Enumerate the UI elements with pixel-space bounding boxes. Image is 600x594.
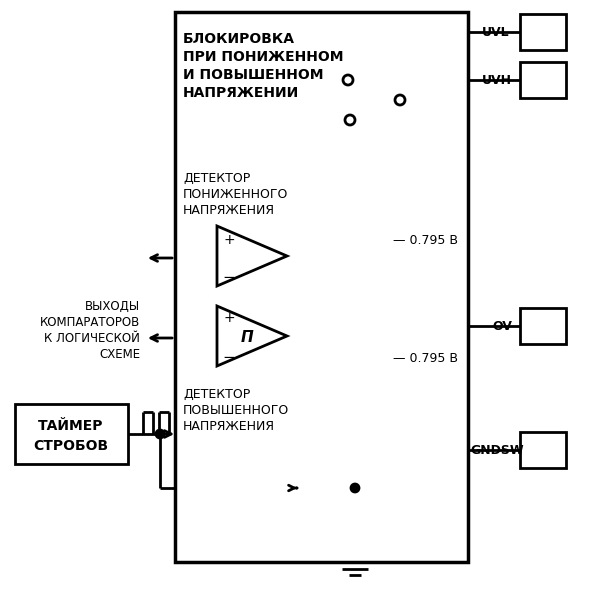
Circle shape bbox=[156, 430, 164, 438]
Text: ДЕТЕКТОР: ДЕТЕКТОР bbox=[183, 172, 250, 185]
Circle shape bbox=[343, 75, 353, 85]
Text: НАПРЯЖЕНИЯ: НАПРЯЖЕНИЯ bbox=[183, 204, 275, 217]
Text: КОМПАРАТОРОВ: КОМПАРАТОРОВ bbox=[40, 316, 140, 329]
Text: −: − bbox=[223, 350, 235, 365]
Text: — 0.795 В: — 0.795 В bbox=[393, 352, 458, 365]
Text: OV: OV bbox=[492, 320, 512, 333]
Polygon shape bbox=[217, 226, 287, 286]
Text: ПОНИЖЕННОГО: ПОНИЖЕННОГО bbox=[183, 188, 289, 201]
Text: +: + bbox=[223, 233, 235, 247]
Bar bbox=[520, 62, 566, 98]
Text: НАПРЯЖЕНИИ: НАПРЯЖЕНИИ bbox=[183, 86, 299, 100]
Text: ТАЙМЕР: ТАЙМЕР bbox=[38, 419, 104, 433]
Bar bbox=[520, 14, 566, 50]
Text: СХЕМЕ: СХЕМЕ bbox=[99, 348, 140, 361]
Bar bbox=[15, 404, 128, 464]
Text: НАПРЯЖЕНИЯ: НАПРЯЖЕНИЯ bbox=[183, 420, 275, 433]
Circle shape bbox=[351, 484, 359, 492]
Text: GNDSW: GNDSW bbox=[470, 444, 524, 457]
Text: ПОВЫШЕННОГО: ПОВЫШЕННОГО bbox=[183, 404, 289, 417]
Bar bbox=[175, 12, 468, 562]
Bar bbox=[520, 308, 566, 344]
Circle shape bbox=[395, 95, 405, 105]
Text: ПРИ ПОНИЖЕННОМ: ПРИ ПОНИЖЕННОМ bbox=[183, 50, 343, 64]
Polygon shape bbox=[217, 306, 287, 366]
Text: К ЛОГИЧЕСКОЙ: К ЛОГИЧЕСКОЙ bbox=[44, 332, 140, 345]
Text: ДЕТЕКТОР: ДЕТЕКТОР bbox=[183, 388, 250, 401]
Text: Π: Π bbox=[241, 330, 253, 346]
Text: — 0.795 В: — 0.795 В bbox=[393, 233, 458, 247]
Text: БЛОКИРОВКА: БЛОКИРОВКА bbox=[183, 32, 295, 46]
Text: +: + bbox=[223, 311, 235, 325]
Text: И ПОВЫШЕННОМ: И ПОВЫШЕННОМ bbox=[183, 68, 323, 82]
Text: −: − bbox=[223, 270, 235, 286]
Text: ВЫХОДЫ: ВЫХОДЫ bbox=[85, 300, 140, 313]
Bar bbox=[520, 432, 566, 468]
Text: UVH: UVH bbox=[482, 74, 512, 87]
Text: UVL: UVL bbox=[482, 26, 509, 39]
Text: СТРОБОВ: СТРОБОВ bbox=[34, 439, 109, 453]
Circle shape bbox=[345, 115, 355, 125]
